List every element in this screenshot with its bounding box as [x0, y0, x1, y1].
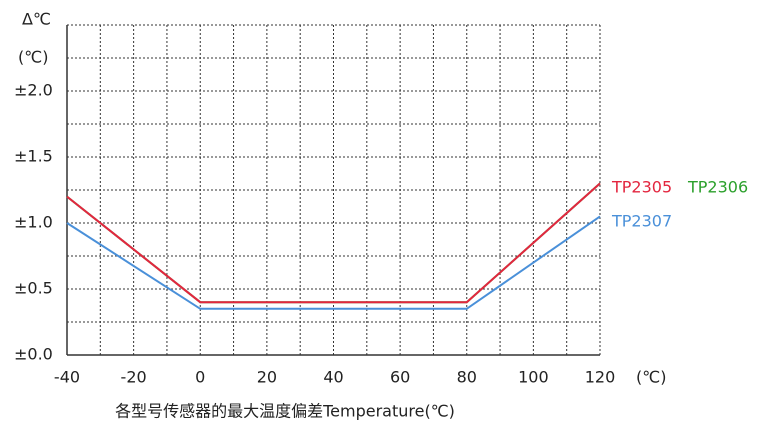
- x-tick-label: 20: [257, 368, 277, 387]
- y-tick-label: ±2.0: [14, 81, 53, 100]
- y-axis-label: (℃): [18, 48, 48, 67]
- legend-label: TP2307: [611, 212, 672, 231]
- y-tick-label: ±0.0: [14, 345, 53, 364]
- series-line: [66, 215, 601, 310]
- legend-label: TP2305: [611, 178, 672, 197]
- chart-title: 各型号传感器的最大温度偏差Temperature(℃): [115, 402, 455, 421]
- y-tick-label: ±1.5: [14, 147, 53, 166]
- x-tick-label: 0: [195, 368, 205, 387]
- x-tick-label: -20: [121, 368, 147, 387]
- x-tick-label: 100: [518, 368, 549, 387]
- x-tick-label: -40: [54, 368, 80, 387]
- y-tick-label: ±0.5: [14, 279, 53, 298]
- x-axis-label: (℃): [636, 368, 666, 387]
- x-tick-label: 120: [585, 368, 616, 387]
- y-tick-label: ±1.0: [14, 213, 53, 232]
- series-line: [66, 182, 601, 304]
- x-tick-label: 80: [457, 368, 477, 387]
- x-tick-label: 40: [323, 368, 343, 387]
- legend-label: TP2306: [687, 178, 748, 197]
- y-axis-unit-top: Δ℃: [22, 10, 51, 29]
- x-tick-label: 60: [390, 368, 410, 387]
